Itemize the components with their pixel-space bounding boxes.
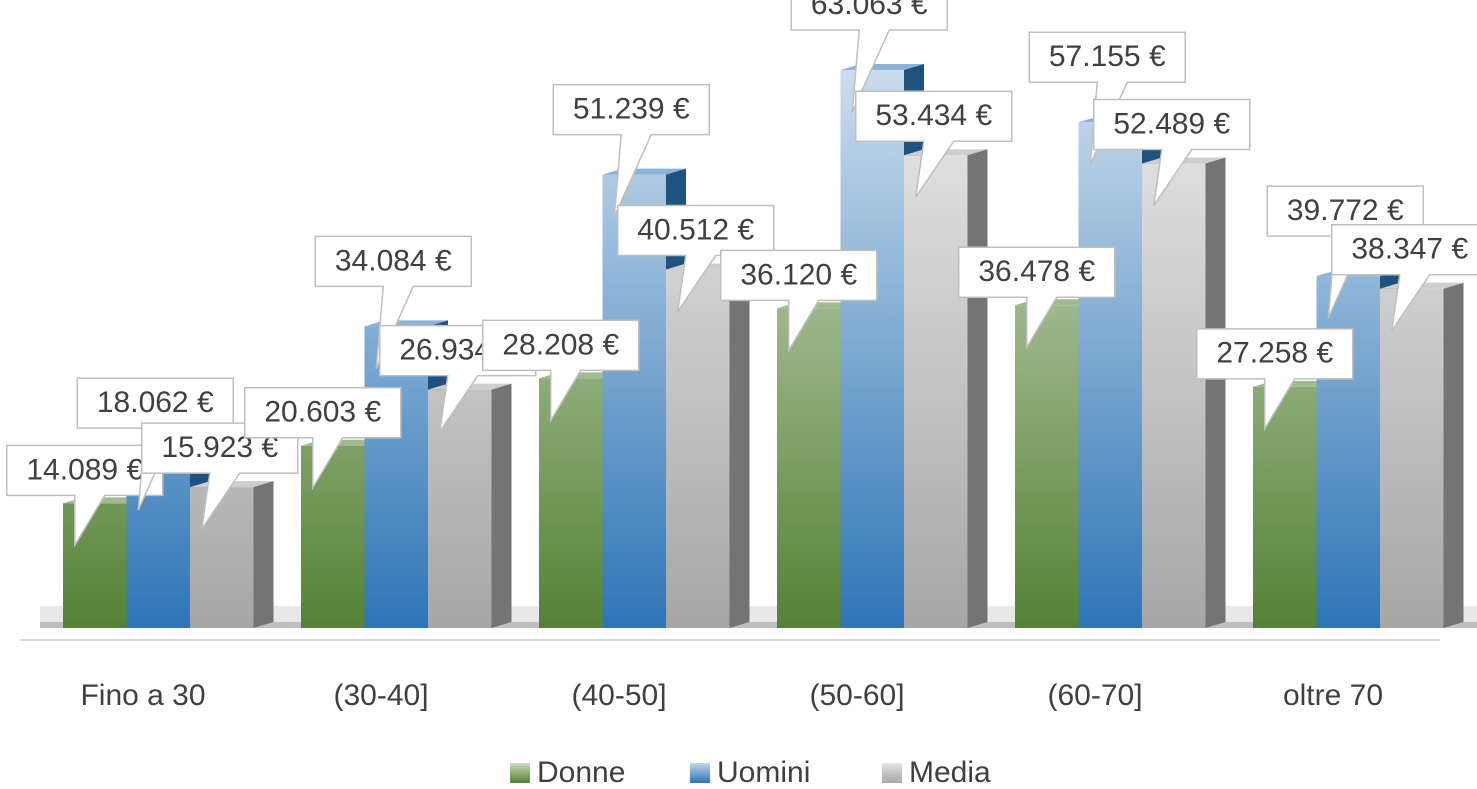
- data-label: 36.478 €: [978, 255, 1095, 288]
- data-label: 53.434 €: [875, 99, 992, 132]
- data-label-box: [958, 246, 1116, 350]
- bar: [1253, 386, 1317, 628]
- bar-side: [1443, 282, 1464, 628]
- data-label-box: [1196, 328, 1354, 432]
- bar: [666, 269, 730, 628]
- bar: [539, 378, 603, 628]
- bar: [63, 503, 127, 628]
- data-label-box: [790, 0, 948, 113]
- legend-label: Uomini: [717, 756, 810, 789]
- bar: [428, 389, 492, 628]
- legend-label: Donne: [537, 756, 625, 789]
- data-label-box: [1331, 223, 1477, 332]
- legend-swatch: [690, 763, 710, 783]
- floor-shadow: [40, 622, 1477, 628]
- data-label: 38.347 €: [1351, 233, 1468, 266]
- x-tick-label: (40-50]: [571, 679, 666, 712]
- data-label: 57.155 €: [1049, 40, 1166, 73]
- bar-side: [253, 481, 274, 628]
- data-label: 39.772 €: [1287, 194, 1404, 227]
- bar-side: [967, 149, 988, 628]
- x-tick-label: (50-60]: [809, 679, 904, 712]
- data-label: 20.603 €: [264, 396, 381, 429]
- bar: [777, 308, 841, 628]
- data-label-box: [552, 83, 710, 217]
- data-label: 28.208 €: [502, 328, 619, 361]
- data-label: 63.063 €: [811, 0, 928, 21]
- legend-label: Media: [909, 756, 991, 789]
- bar: [1015, 305, 1079, 628]
- x-tick-label: (30-40]: [333, 679, 428, 712]
- data-label: 14.089 €: [26, 453, 143, 486]
- data-label-box: [244, 386, 402, 491]
- data-label-box: [1093, 98, 1251, 206]
- bar-side: [491, 383, 512, 628]
- bar: [1078, 122, 1142, 628]
- x-tick-label: Fino a 30: [80, 679, 205, 712]
- x-tick-label: oltre 70: [1283, 679, 1383, 712]
- data-label: 36.120 €: [740, 258, 857, 291]
- bar: [364, 326, 428, 628]
- bar-side: [1205, 157, 1226, 628]
- data-label: 52.489 €: [1113, 107, 1230, 140]
- legend-swatch: [510, 763, 530, 783]
- data-label: 18.062 €: [97, 386, 214, 419]
- bar: [904, 155, 968, 628]
- bar: [1142, 163, 1206, 628]
- data-label-box: [617, 204, 775, 312]
- data-label: 51.239 €: [573, 93, 690, 126]
- bar: [1380, 288, 1444, 628]
- data-label-box: [855, 90, 1013, 198]
- x-tick-label: (60-70]: [1047, 679, 1142, 712]
- data-label-box: [720, 249, 878, 354]
- data-label: 27.258 €: [1216, 337, 1333, 370]
- bar: [840, 70, 904, 628]
- data-label-box: [482, 319, 640, 424]
- bar: [301, 445, 365, 628]
- data-label: 34.084 €: [335, 244, 452, 277]
- bar-side: [729, 263, 750, 628]
- data-label: 40.512 €: [637, 213, 754, 246]
- bar: [190, 487, 254, 628]
- legend-swatch: [882, 763, 902, 783]
